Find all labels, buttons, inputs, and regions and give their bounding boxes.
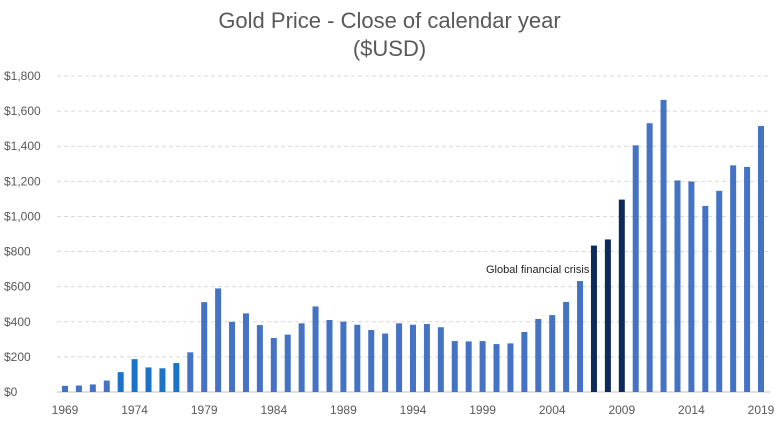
bar-1981 [229, 321, 236, 392]
bar-1973 [117, 372, 124, 392]
y-tick-label: $600 [4, 280, 31, 294]
bar-2019 [758, 126, 764, 393]
bar-2017 [730, 165, 737, 392]
x-tick-label: 1969 [52, 403, 79, 417]
bar-2009 [618, 199, 625, 392]
bar-1998 [465, 341, 472, 392]
annotation-label: Global financial crisis [486, 264, 590, 276]
y-tick-label: $1,000 [4, 209, 41, 223]
chart-title: Gold Price - Close of calendar year [218, 8, 561, 33]
bar-2004 [549, 315, 556, 392]
chart-subtitle: ($USD) [352, 36, 427, 61]
bar-1972 [103, 380, 110, 392]
bar-1986 [298, 323, 305, 392]
bar-1984 [270, 337, 277, 392]
bar-2016 [716, 190, 723, 392]
bar-1992 [382, 333, 389, 392]
x-tick-label: 2019 [748, 403, 775, 417]
x-tick-label: 2004 [539, 403, 566, 417]
x-tick-label: 1974 [121, 403, 148, 417]
y-tick-label: $200 [4, 350, 31, 364]
bar-2014 [688, 181, 695, 392]
bar-1988 [326, 320, 333, 392]
bar-1983 [256, 325, 263, 392]
y-tick-label: $1,200 [4, 174, 41, 188]
bar-1979 [201, 302, 208, 392]
bar-1989 [340, 321, 347, 392]
bar-1982 [242, 313, 249, 392]
x-tick-label: 2014 [678, 403, 705, 417]
bar-2000 [493, 344, 500, 392]
bar-2012 [660, 99, 667, 393]
bar-2006 [577, 281, 584, 392]
bar-1997 [451, 341, 458, 392]
bar-1995 [423, 324, 430, 392]
bar-1978 [187, 352, 194, 392]
y-tick-label: $1,600 [4, 104, 41, 118]
y-tick-label: $1,400 [4, 139, 41, 153]
bar-1994 [410, 324, 416, 392]
bar-1991 [368, 330, 375, 392]
bar-1990 [354, 324, 361, 392]
bar-1975 [145, 367, 152, 392]
y-tick-label: $1,800 [4, 69, 41, 83]
y-tick-label: $0 [4, 385, 18, 399]
bar-1970 [75, 385, 82, 392]
bar-1969 [62, 385, 68, 392]
y-tick-label: $800 [4, 245, 31, 259]
bar-2005 [563, 301, 570, 392]
bar-2015 [702, 205, 709, 392]
bar-1993 [396, 323, 403, 392]
bar-2008 [604, 239, 611, 392]
bar-1985 [284, 334, 291, 392]
x-tick-label: 1979 [191, 403, 218, 417]
x-tick-label: 1984 [260, 403, 287, 417]
bar-2002 [521, 331, 528, 392]
bar-2001 [507, 343, 514, 392]
bar-1987 [312, 306, 319, 392]
bar-1980 [215, 288, 222, 392]
bar-2018 [744, 166, 751, 392]
bar-1974 [131, 359, 138, 392]
bar-2003 [535, 318, 542, 392]
bar-1976 [159, 368, 166, 392]
x-tick-label: 1999 [469, 403, 496, 417]
bar-1971 [89, 384, 96, 392]
bar-2011 [646, 123, 653, 393]
bar-1999 [479, 341, 486, 392]
y-tick-label: $400 [4, 315, 31, 329]
bar-1996 [437, 327, 444, 392]
bar-2013 [674, 180, 681, 392]
bar-2010 [632, 145, 639, 392]
x-tick-label: 2009 [608, 403, 635, 417]
bar-2007 [590, 245, 597, 392]
x-tick-label: 1994 [400, 403, 427, 417]
x-tick-label: 1989 [330, 403, 357, 417]
bar-1977 [173, 363, 180, 392]
